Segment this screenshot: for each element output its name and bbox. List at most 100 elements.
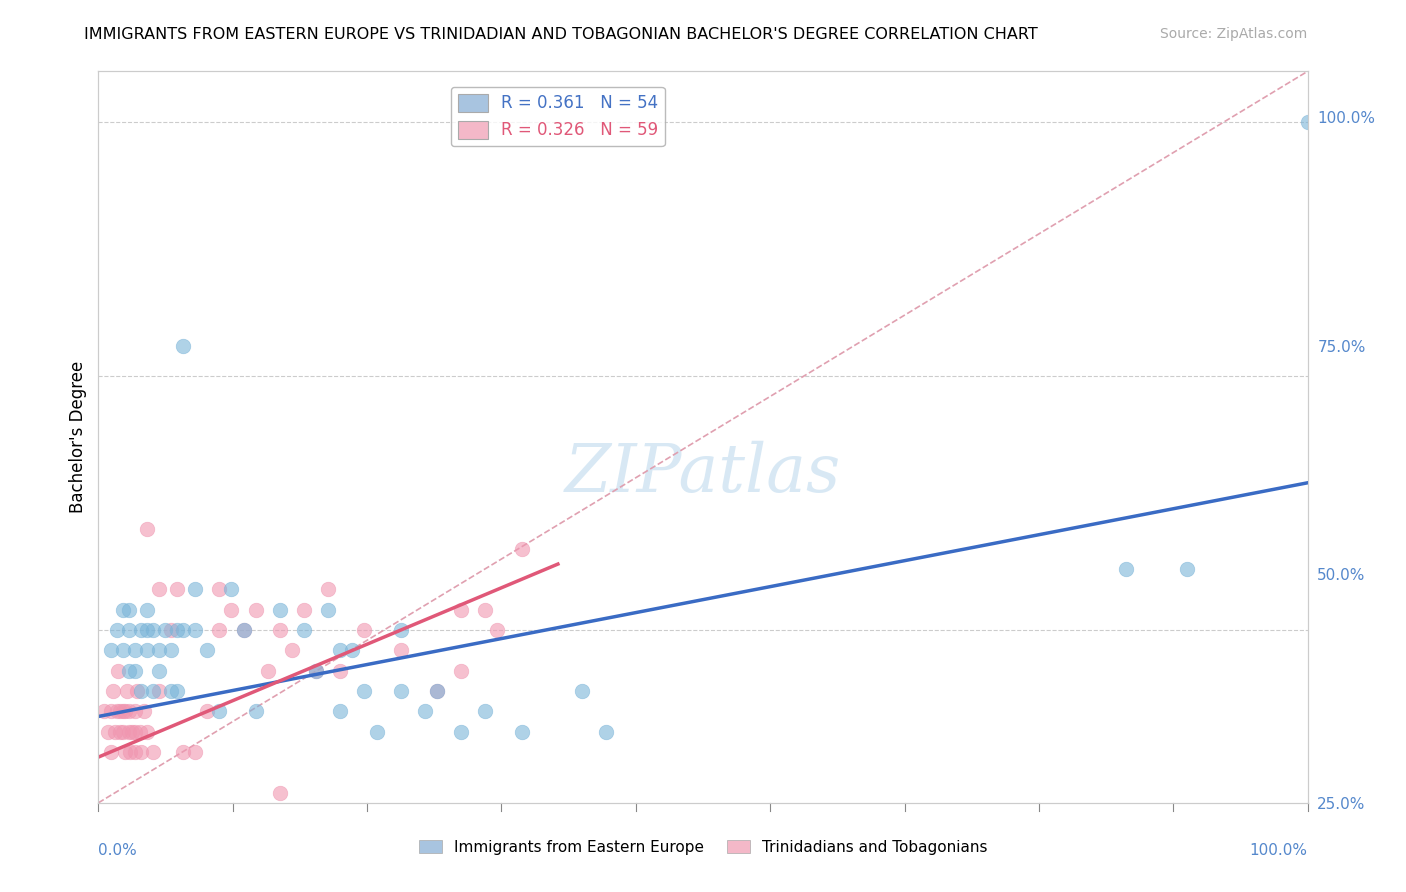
Point bbox=[124, 745, 146, 759]
Point bbox=[305, 664, 328, 678]
Point bbox=[142, 623, 165, 637]
Point bbox=[135, 724, 157, 739]
Point bbox=[118, 603, 141, 617]
Point bbox=[208, 623, 231, 637]
Point bbox=[124, 724, 146, 739]
Point bbox=[245, 705, 267, 719]
Point bbox=[121, 724, 143, 739]
Point bbox=[486, 623, 509, 637]
Point bbox=[107, 664, 129, 678]
Point bbox=[108, 724, 131, 739]
Point bbox=[129, 623, 152, 637]
Point bbox=[111, 724, 134, 739]
Point bbox=[208, 705, 231, 719]
Point bbox=[329, 643, 352, 657]
Point bbox=[184, 745, 207, 759]
Point bbox=[474, 603, 496, 617]
Point bbox=[105, 705, 128, 719]
Point bbox=[160, 643, 183, 657]
Point bbox=[172, 338, 194, 352]
Point bbox=[450, 724, 472, 739]
Point bbox=[97, 724, 120, 739]
Point bbox=[245, 603, 267, 617]
Point bbox=[316, 582, 339, 597]
Point bbox=[1115, 562, 1137, 576]
Point bbox=[1296, 115, 1319, 129]
Point bbox=[148, 684, 170, 698]
Point bbox=[128, 724, 150, 739]
Point bbox=[595, 724, 617, 739]
Point bbox=[93, 705, 115, 719]
Point bbox=[316, 603, 339, 617]
Point bbox=[118, 745, 141, 759]
Point bbox=[269, 603, 291, 617]
Point bbox=[269, 623, 291, 637]
Point bbox=[426, 684, 449, 698]
Point bbox=[135, 643, 157, 657]
Point bbox=[184, 582, 207, 597]
Point bbox=[124, 643, 146, 657]
Point bbox=[100, 745, 122, 759]
Point bbox=[329, 664, 352, 678]
Point bbox=[114, 705, 136, 719]
Point bbox=[1175, 562, 1198, 576]
Point bbox=[148, 643, 170, 657]
Point bbox=[117, 684, 139, 698]
Point bbox=[305, 664, 328, 678]
Point bbox=[148, 664, 170, 678]
Point bbox=[292, 847, 315, 861]
Point bbox=[111, 643, 134, 657]
Point bbox=[256, 664, 278, 678]
Point bbox=[232, 623, 254, 637]
Point bbox=[450, 664, 472, 678]
Point bbox=[135, 603, 157, 617]
Point bbox=[142, 684, 165, 698]
Point bbox=[426, 684, 449, 698]
Point bbox=[129, 684, 152, 698]
Point bbox=[129, 745, 152, 759]
Point bbox=[124, 664, 146, 678]
Point bbox=[292, 603, 315, 617]
Point bbox=[172, 745, 194, 759]
Point bbox=[389, 643, 412, 657]
Point bbox=[232, 623, 254, 637]
Point bbox=[111, 603, 134, 617]
Point bbox=[118, 705, 141, 719]
Point bbox=[571, 684, 593, 698]
Point bbox=[100, 705, 122, 719]
Point bbox=[135, 623, 157, 637]
Point bbox=[269, 786, 291, 800]
Point bbox=[160, 684, 183, 698]
Point bbox=[389, 623, 412, 637]
Point bbox=[100, 643, 122, 657]
Point bbox=[510, 541, 533, 556]
Point bbox=[148, 582, 170, 597]
Point bbox=[329, 705, 352, 719]
Text: ZIPatlas: ZIPatlas bbox=[565, 441, 841, 507]
Point bbox=[195, 705, 218, 719]
Point bbox=[104, 724, 127, 739]
Text: IMMIGRANTS FROM EASTERN EUROPE VS TRINIDADIAN AND TOBAGONIAN BACHELOR'S DEGREE C: IMMIGRANTS FROM EASTERN EUROPE VS TRINID… bbox=[84, 27, 1038, 42]
Point bbox=[166, 623, 188, 637]
Point bbox=[389, 684, 412, 698]
Point bbox=[114, 745, 136, 759]
Point bbox=[366, 724, 388, 739]
Point bbox=[105, 623, 128, 637]
Point bbox=[292, 623, 315, 637]
Point bbox=[124, 705, 146, 719]
Point bbox=[342, 643, 364, 657]
Point bbox=[160, 623, 183, 637]
Point bbox=[118, 664, 141, 678]
Legend: R = 0.361   N = 54, R = 0.326   N = 59: R = 0.361 N = 54, R = 0.326 N = 59 bbox=[451, 87, 665, 146]
Point bbox=[118, 623, 141, 637]
Point bbox=[474, 705, 496, 719]
Point bbox=[195, 643, 218, 657]
Point bbox=[108, 705, 131, 719]
Point bbox=[450, 603, 472, 617]
Point bbox=[101, 684, 124, 698]
Point bbox=[142, 745, 165, 759]
Text: 100.0%: 100.0% bbox=[1250, 844, 1308, 858]
Point bbox=[281, 643, 304, 657]
Point bbox=[111, 705, 134, 719]
Point bbox=[127, 684, 149, 698]
